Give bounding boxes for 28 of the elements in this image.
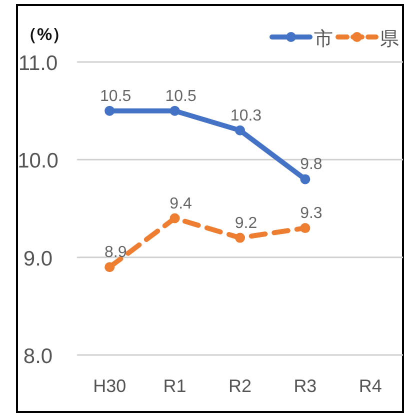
point (235, 125, 245, 136)
point (300, 174, 310, 184)
point (170, 106, 180, 116)
x-tick-label: R4 (358, 376, 382, 396)
y-tick-label: 8.0 (23, 345, 53, 368)
point (235, 232, 245, 243)
point (170, 213, 180, 224)
x-tick-label: H30 (93, 376, 126, 396)
data-label: 10.3 (230, 107, 262, 124)
point (104, 262, 115, 272)
x-tick-label: R2 (228, 376, 252, 396)
point (104, 106, 115, 116)
x-tick-label: R1 (163, 376, 186, 396)
data-label: 8.9 (104, 244, 127, 262)
legend-label: 市 (314, 28, 333, 50)
y-tick-label: 10.0 (18, 150, 58, 173)
data-label: 9.3 (300, 205, 322, 222)
y-tick-label: 9.0 (23, 247, 53, 270)
data-label: 9.8 (300, 156, 322, 174)
data-label: 9.2 (234, 214, 258, 232)
y-axis-title: （%） (20, 25, 70, 44)
data-label: 9.4 (170, 195, 192, 212)
data-label: 10.5 (165, 88, 196, 105)
x-tick-label: R3 (294, 376, 317, 396)
y-tick-label: 11.0 (18, 52, 58, 75)
legend-label: 県 (380, 29, 399, 50)
point (300, 223, 310, 234)
data-label: 10.5 (100, 88, 132, 105)
